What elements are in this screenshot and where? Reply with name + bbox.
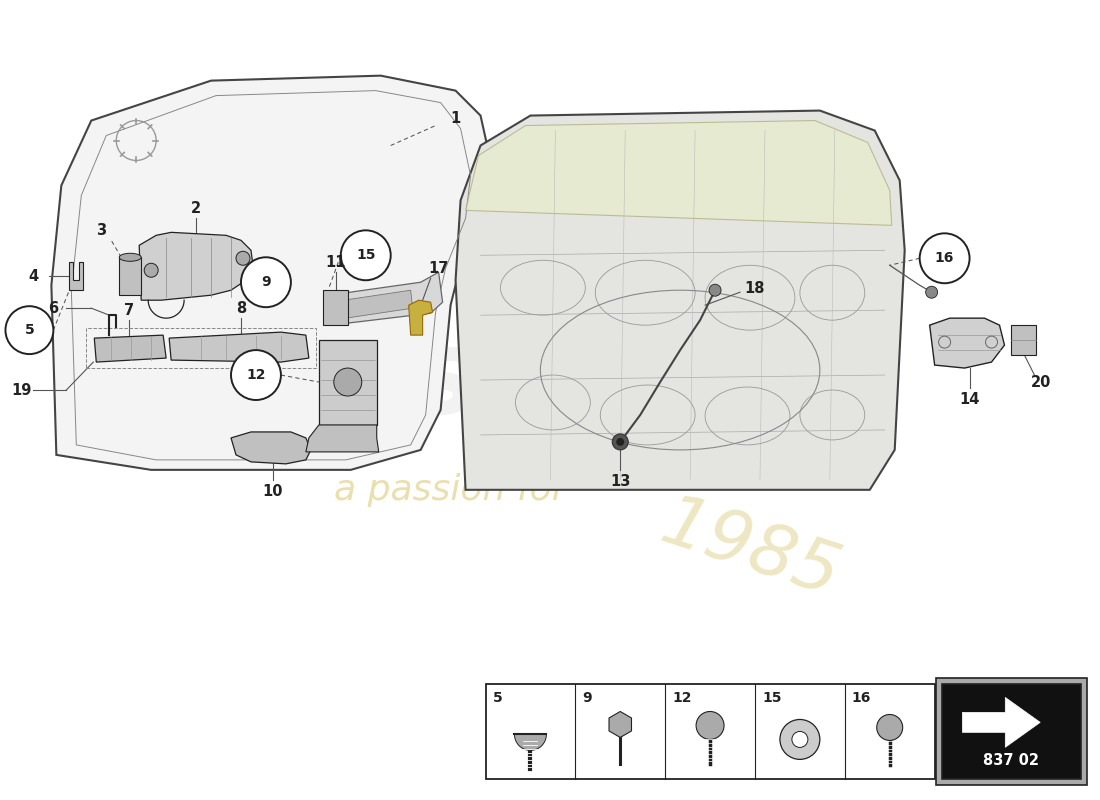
Polygon shape [69,262,84,290]
Text: 15: 15 [356,248,375,262]
Text: 1985: 1985 [652,489,848,611]
Text: eurospares: eurospares [108,322,854,438]
Text: 16: 16 [851,691,871,706]
Polygon shape [306,425,378,452]
Circle shape [780,719,820,759]
Circle shape [613,434,628,450]
Text: 10: 10 [263,484,283,499]
Circle shape [792,731,807,747]
Text: 11: 11 [326,254,346,270]
Text: 5: 5 [24,323,34,337]
Bar [936,678,1087,786]
Polygon shape [140,232,253,300]
Circle shape [710,284,722,296]
Circle shape [925,286,937,298]
Polygon shape [409,300,432,335]
Text: 15: 15 [762,691,781,706]
Polygon shape [169,332,309,362]
Polygon shape [930,318,1004,368]
Bar [485,685,935,779]
Text: 7: 7 [124,302,134,318]
Circle shape [231,350,280,400]
Text: 4: 4 [29,269,38,284]
Circle shape [341,230,390,280]
Text: 16: 16 [935,251,955,266]
Bar [86,328,316,368]
Ellipse shape [119,254,141,262]
Text: 18: 18 [745,281,766,296]
Polygon shape [52,76,491,470]
Circle shape [144,263,158,278]
Bar [1012,325,1036,355]
Text: a passion for: a passion for [334,473,566,507]
Text: 1: 1 [450,111,461,126]
Text: 17: 17 [428,261,449,276]
Text: 2: 2 [191,201,201,216]
Wedge shape [515,734,547,750]
Text: 12: 12 [672,691,692,706]
Circle shape [6,306,54,354]
Circle shape [236,251,250,266]
Circle shape [696,711,724,739]
Text: 837 02: 837 02 [983,753,1040,768]
Polygon shape [609,711,631,738]
Polygon shape [465,121,892,226]
Text: 9: 9 [261,275,271,290]
Text: 19: 19 [11,382,32,398]
Circle shape [920,234,969,283]
Text: 3: 3 [96,223,107,238]
Text: 6: 6 [48,301,58,316]
Text: 13: 13 [610,474,630,490]
Circle shape [333,368,362,396]
Polygon shape [962,698,1041,747]
Bar [319,340,376,425]
Bar [322,290,348,325]
Polygon shape [455,110,904,490]
Circle shape [241,258,290,307]
Polygon shape [231,432,311,464]
Text: 12: 12 [246,368,266,382]
Circle shape [616,438,624,446]
Bar [942,685,1081,779]
Polygon shape [344,290,412,318]
Circle shape [877,714,903,741]
Polygon shape [329,272,442,325]
Text: 8: 8 [235,301,246,316]
Text: 5: 5 [493,691,503,706]
Text: 9: 9 [582,691,592,706]
Text: 14: 14 [959,393,980,407]
Text: 20: 20 [1031,374,1052,390]
Polygon shape [95,335,166,362]
Bar [119,258,141,295]
